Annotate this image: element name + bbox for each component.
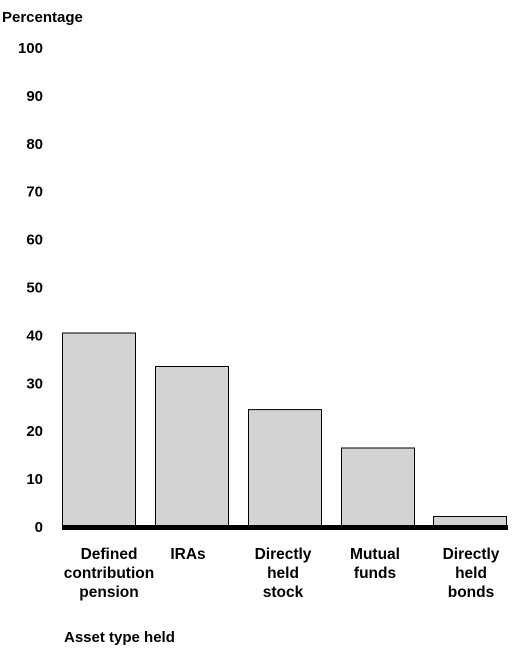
y-tick-label: 70: [26, 184, 43, 201]
bar: [341, 447, 415, 528]
x-tick-label: IRAs: [170, 546, 205, 563]
y-tick-label: 40: [26, 327, 43, 344]
x-tick-label: Directly held stock: [255, 546, 312, 601]
y-axis-label: Percentage: [2, 9, 83, 26]
y-tick-label: 60: [26, 232, 43, 249]
x-tick-label: Mutual funds: [350, 546, 400, 582]
x-tick-label: Directly held bonds: [443, 546, 500, 601]
x-axis-baseline: [62, 525, 508, 530]
y-tick-label: 20: [26, 423, 43, 440]
x-tick-label: Defined contribution pension: [64, 546, 154, 601]
y-tick-label: 100: [18, 40, 43, 57]
y-tick-label: 10: [26, 471, 43, 488]
y-tick-label: 0: [35, 519, 43, 536]
y-tick-label: 80: [26, 136, 43, 153]
bar: [155, 366, 229, 528]
x-axis-category-labels: Defined contribution pension IRAs Directly he…: [64, 546, 500, 601]
y-tick-label: 50: [26, 280, 43, 297]
bar: [62, 332, 136, 528]
y-tick-label: 90: [26, 88, 43, 105]
y-tick-label: 30: [26, 375, 43, 392]
y-axis-ticks: 0 10 20 30 40 50 60 70 80 90 100: [18, 40, 43, 536]
bar: [248, 409, 322, 528]
x-axis-label: Asset type held: [64, 629, 175, 646]
bars: [62, 332, 507, 528]
